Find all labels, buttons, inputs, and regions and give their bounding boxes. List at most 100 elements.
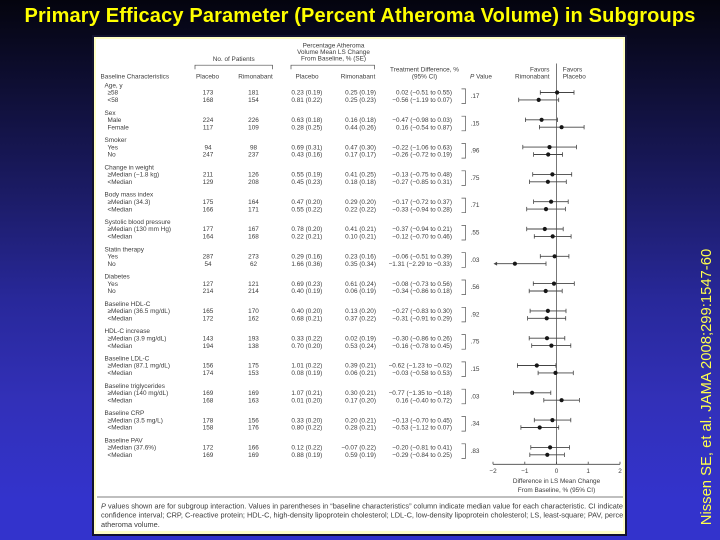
svg-text:.56: .56 <box>471 284 480 291</box>
svg-text:164: 164 <box>248 199 259 206</box>
svg-text:0.12 (0.22): 0.12 (0.22) <box>291 445 322 452</box>
svg-text:−0.08 (−0.73 to 0.56): −0.08 (−0.73 to 0.56) <box>392 281 452 288</box>
svg-text:Placebo: Placebo <box>295 74 319 81</box>
svg-text:109: 109 <box>248 124 259 131</box>
svg-text:181: 181 <box>248 90 259 97</box>
svg-text:175: 175 <box>248 363 259 370</box>
svg-text:1.66 (0.36): 1.66 (0.36) <box>291 261 322 268</box>
svg-text:0.37 (0.22): 0.37 (0.22) <box>345 316 376 323</box>
svg-text:0.16 (−0.40 to 0.72): 0.16 (−0.40 to 0.72) <box>396 397 452 404</box>
svg-text:≥Median (3.5 mg/L): ≥Median (3.5 mg/L) <box>108 417 163 424</box>
svg-text:0.23 (0.19): 0.23 (0.19) <box>291 90 322 97</box>
svg-text:Placebo: Placebo <box>563 73 587 80</box>
svg-text:(95% CI): (95% CI) <box>412 73 437 80</box>
svg-text:Yes: Yes <box>108 254 118 261</box>
svg-text:Statin therapy: Statin therapy <box>105 246 145 253</box>
svg-text:Sex: Sex <box>105 110 117 117</box>
svg-text:0.81 (0.22): 0.81 (0.22) <box>291 97 322 104</box>
svg-text:169: 169 <box>248 390 259 397</box>
svg-text:0.41 (0.21): 0.41 (0.21) <box>345 226 376 233</box>
svg-text:<Median: <Median <box>108 452 133 459</box>
svg-text:156: 156 <box>248 417 259 424</box>
svg-text:−0.12 (−0.70 to 0.46): −0.12 (−0.70 to 0.46) <box>392 234 452 241</box>
svg-text:169: 169 <box>248 452 259 459</box>
svg-text:.03: .03 <box>471 393 480 400</box>
svg-text:Favors: Favors <box>530 67 550 74</box>
svg-text:≥Median (130 mm Hg): ≥Median (130 mm Hg) <box>108 226 172 233</box>
svg-text:193: 193 <box>248 335 259 342</box>
svg-text:162: 162 <box>248 316 259 323</box>
svg-text:−0.56 (−1.19 to 0.07): −0.56 (−1.19 to 0.07) <box>392 97 452 104</box>
svg-text:−1: −1 <box>521 468 529 475</box>
svg-text:166: 166 <box>248 445 259 452</box>
svg-text:−0.07 (0.22): −0.07 (0.22) <box>341 445 376 452</box>
svg-text:167: 167 <box>248 226 259 233</box>
svg-text:Baseline LDL-C: Baseline LDL-C <box>105 356 150 363</box>
svg-text:<Median: <Median <box>108 397 133 404</box>
svg-text:165: 165 <box>203 308 214 315</box>
svg-text:≥Median (140 mg/dL): ≥Median (140 mg/dL) <box>108 390 169 397</box>
svg-text:.92: .92 <box>471 311 480 318</box>
svg-text:−0.16 (−0.78 to 0.45): −0.16 (−0.78 to 0.45) <box>392 343 452 350</box>
svg-text:0.30 (0.21): 0.30 (0.21) <box>345 390 376 397</box>
svg-text:<Median: <Median <box>108 370 133 377</box>
svg-text:0.29 (0.16): 0.29 (0.16) <box>291 254 322 261</box>
svg-text:.83: .83 <box>471 448 480 455</box>
svg-text:.75: .75 <box>471 339 480 346</box>
svg-text:Smoker: Smoker <box>105 137 128 144</box>
svg-text:153: 153 <box>248 370 259 377</box>
svg-text:<Median: <Median <box>108 425 133 432</box>
svg-text:158: 158 <box>203 425 214 432</box>
svg-text:0.88 (0.19): 0.88 (0.19) <box>291 452 322 459</box>
svg-text:atheroma volume.: atheroma volume. <box>101 520 160 529</box>
svg-text:0.40 (0.20): 0.40 (0.20) <box>291 308 322 315</box>
svg-text:No: No <box>108 152 117 159</box>
svg-text:168: 168 <box>203 97 214 104</box>
svg-text:≥Median (34.3): ≥Median (34.3) <box>108 199 151 206</box>
svg-text:0.29 (0.20): 0.29 (0.20) <box>345 199 376 206</box>
svg-text:62: 62 <box>250 261 258 268</box>
svg-text:0.44 (0.26): 0.44 (0.26) <box>345 124 376 131</box>
svg-text:171: 171 <box>248 206 259 213</box>
svg-text:<Median: <Median <box>108 179 133 186</box>
svg-text:226: 226 <box>248 117 259 124</box>
svg-text:0.43 (0.16): 0.43 (0.16) <box>291 152 322 159</box>
svg-text:−0.77 (−1.35 to −0.18): −0.77 (−1.35 to −0.18) <box>389 390 452 397</box>
svg-text:−0.53 (−1.12 to 0.07): −0.53 (−1.12 to 0.07) <box>392 425 452 432</box>
svg-text:0.78 (0.20): 0.78 (0.20) <box>291 226 322 233</box>
svg-text:164: 164 <box>203 234 214 241</box>
svg-text:Yes: Yes <box>108 281 118 288</box>
svg-text:0.08 (0.19): 0.08 (0.19) <box>291 370 322 377</box>
svg-text:From Baseline, % (SE): From Baseline, % (SE) <box>301 56 366 63</box>
svg-text:No: No <box>108 261 117 268</box>
svg-text:Systolic blood pressure: Systolic blood pressure <box>105 219 172 226</box>
svg-text:Rimonabant: Rimonabant <box>341 74 376 81</box>
svg-text:Percentage Atheroma: Percentage Atheroma <box>303 42 365 49</box>
svg-text:.03: .03 <box>471 257 480 264</box>
svg-text:.71: .71 <box>471 202 480 209</box>
svg-text:.15: .15 <box>471 120 480 127</box>
svg-text:−0.37 (−0.94 to 0.21): −0.37 (−0.94 to 0.21) <box>392 226 452 233</box>
svg-text:0.55 (0.22): 0.55 (0.22) <box>291 206 322 213</box>
svg-text:0.18 (0.18): 0.18 (0.18) <box>345 179 376 186</box>
svg-text:168: 168 <box>203 397 214 404</box>
svg-text:0.47 (0.30): 0.47 (0.30) <box>345 144 376 151</box>
svg-text:0.02 (0.19): 0.02 (0.19) <box>345 335 376 342</box>
svg-text:−0.27 (−0.83 to 0.30): −0.27 (−0.83 to 0.30) <box>392 308 452 315</box>
svg-text:−0.30 (−0.86 to 0.26): −0.30 (−0.86 to 0.26) <box>392 335 452 342</box>
svg-text:≥58: ≥58 <box>108 90 119 97</box>
svg-text:0.55 (0.19): 0.55 (0.19) <box>291 172 322 179</box>
svg-text:Baseline Characteristics: Baseline Characteristics <box>101 74 170 81</box>
svg-text:0.41 (0.25): 0.41 (0.25) <box>345 172 376 179</box>
svg-text:Baseline PAV: Baseline PAV <box>105 437 144 444</box>
svg-text:0.40 (0.19): 0.40 (0.19) <box>291 288 322 295</box>
svg-text:.15: .15 <box>471 366 480 373</box>
svg-text:138: 138 <box>248 343 259 350</box>
svg-text:Rimonabant: Rimonabant <box>238 74 273 81</box>
svg-text:Change in weight: Change in weight <box>105 164 155 171</box>
svg-text:0.68 (0.21): 0.68 (0.21) <box>291 316 322 323</box>
svg-text:Rimonabant: Rimonabant <box>515 73 550 80</box>
svg-text:P values shown are for subgrou: P values shown are for subgroup interact… <box>101 501 623 510</box>
svg-text:273: 273 <box>248 254 259 261</box>
svg-text:178: 178 <box>203 417 214 424</box>
